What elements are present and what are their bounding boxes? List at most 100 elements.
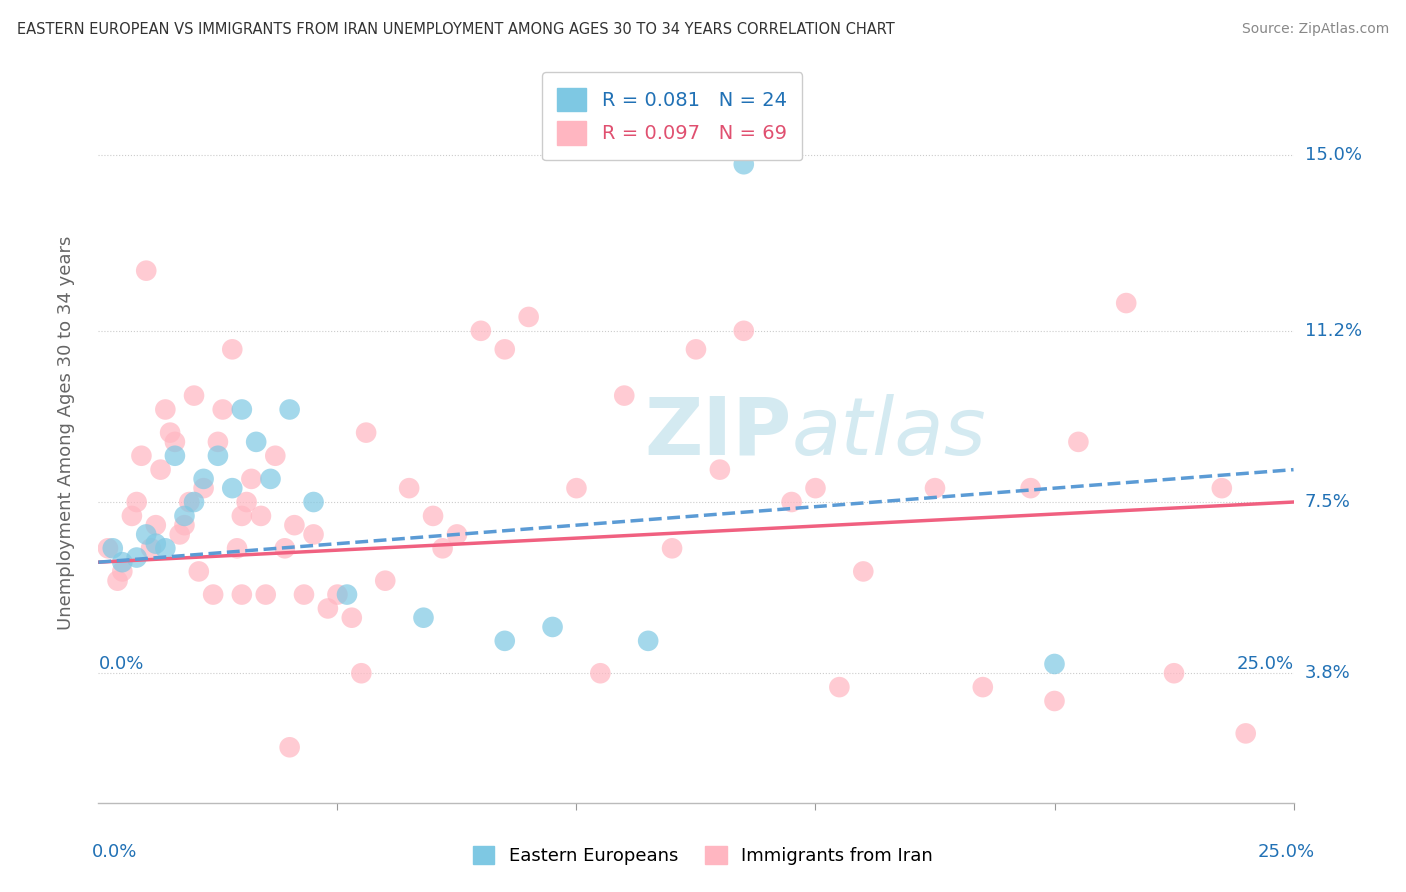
Legend: Eastern Europeans, Immigrants from Iran: Eastern Europeans, Immigrants from Iran [464,837,942,874]
Point [412,610,434,624]
Point [139,541,162,556]
Point [326,588,349,602]
Point [565,481,588,495]
Point [432,541,454,556]
Point [231,402,253,417]
Point [278,402,301,417]
Point [97,541,120,556]
Point [1043,694,1066,708]
Point [283,518,305,533]
Point [254,588,277,602]
Point [422,508,444,523]
Point [231,588,253,602]
Point [278,740,301,755]
Point [470,324,492,338]
Y-axis label: Unemployment Among Ages 30 to 34 years: Unemployment Among Ages 30 to 34 years [56,235,75,630]
Point [1163,666,1185,681]
Point [1043,657,1066,671]
Point [972,680,994,694]
Text: 11.2%: 11.2% [1305,322,1362,340]
Text: 3.8%: 3.8% [1305,665,1350,682]
Point [316,601,339,615]
Point [145,537,167,551]
Point [1067,434,1090,449]
Point [101,541,124,556]
Point [121,508,143,523]
Point [494,633,516,648]
Point [183,495,205,509]
Point [661,541,683,556]
Point [517,310,540,324]
Point [709,462,731,476]
Point [259,472,281,486]
Point [302,527,325,541]
Point [264,449,287,463]
Point [780,495,803,509]
Text: ZIP: ZIP [644,393,792,472]
Point [245,434,267,449]
Point [828,680,851,694]
Point [226,541,249,556]
Point [211,402,233,417]
Point [231,508,253,523]
Text: 7.5%: 7.5% [1305,493,1351,511]
Point [207,449,229,463]
Text: 25.0%: 25.0% [1236,655,1294,673]
Point [302,495,325,509]
Point [250,508,273,523]
Point [446,527,468,541]
Point [240,472,263,486]
Point [193,481,215,495]
Point [1211,481,1233,495]
Point [202,588,225,602]
Point [135,263,157,277]
Point [207,434,229,449]
Point [221,343,243,357]
Point [187,565,209,579]
Point [292,588,315,602]
Point [350,666,373,681]
Point [221,481,243,495]
Point [125,495,148,509]
Point [336,588,359,602]
Point [374,574,396,588]
Point [183,388,205,402]
Point [804,481,827,495]
Point [173,518,195,533]
Point [169,527,191,541]
Point [541,620,564,634]
Point [235,495,257,509]
Point [155,541,177,556]
Text: 0.0%: 0.0% [91,843,136,861]
Point [340,610,363,624]
Point [852,565,875,579]
Point [111,555,134,569]
Point [163,434,186,449]
Point [274,541,297,556]
Point [398,481,420,495]
Point [131,449,153,463]
Point [145,518,167,533]
Point [685,343,707,357]
Point [924,481,946,495]
Point [1115,296,1137,310]
Point [733,324,755,338]
Point [354,425,377,440]
Text: Source: ZipAtlas.com: Source: ZipAtlas.com [1241,22,1389,37]
Point [163,449,186,463]
Point [159,425,181,440]
Point [733,157,755,171]
Text: EASTERN EUROPEAN VS IMMIGRANTS FROM IRAN UNEMPLOYMENT AMONG AGES 30 TO 34 YEARS : EASTERN EUROPEAN VS IMMIGRANTS FROM IRAN… [17,22,894,37]
Point [135,527,157,541]
Text: 0.0%: 0.0% [98,655,143,673]
Text: 25.0%: 25.0% [1257,843,1315,861]
Point [107,574,129,588]
Point [179,495,201,509]
Point [193,472,215,486]
Point [1234,726,1257,740]
Point [613,388,636,402]
Point [637,633,659,648]
Text: 15.0%: 15.0% [1305,146,1361,164]
Point [494,343,516,357]
Point [111,565,134,579]
